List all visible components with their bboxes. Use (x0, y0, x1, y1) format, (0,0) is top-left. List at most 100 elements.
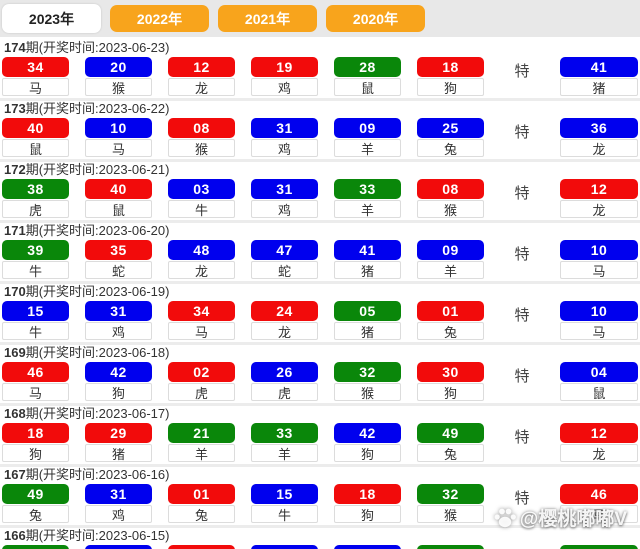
lottery-ball: 08 (168, 118, 235, 138)
number-cell: 08 猴 (417, 179, 484, 218)
zodiac-label: 龙 (251, 322, 318, 340)
zodiac-label: 龙 (560, 200, 638, 218)
number-cell: 40 鼠 (2, 118, 69, 157)
lottery-ball: 18 (334, 484, 401, 504)
number-cell: 01 兔 (168, 484, 235, 523)
zodiac-label: 马 (560, 261, 638, 279)
special-number-cell: 46 马 (560, 484, 638, 523)
period-block: 166期(开奖时间:2023-06-15)27牛41猪07鸡04鼠25兔17猪特… (0, 528, 640, 549)
zodiac-label: 鸡 (251, 200, 318, 218)
special-number-cell: 10 马 (560, 301, 638, 340)
number-cell: 32 猴 (334, 362, 401, 401)
lottery-ball: 32 (334, 362, 401, 382)
results-row: 27牛 41猪 07鸡 04鼠 25兔 17猪特06狗 (0, 545, 640, 549)
zodiac-label: 龙 (168, 78, 235, 96)
zodiac-label: 牛 (168, 200, 235, 218)
lottery-ball: 40 (85, 179, 152, 199)
results-row: 34 马 20 猴 12 龙 19 鸡 28 鼠 18 狗 特 41 猪 (0, 57, 640, 96)
special-marker: 特 (514, 368, 530, 385)
special-ball: 46 (560, 484, 638, 504)
lottery-ball: 27 (2, 545, 69, 549)
lottery-ball: 49 (417, 423, 484, 443)
special-ball: 04 (560, 362, 638, 382)
number-cell: 46 马 (2, 362, 69, 401)
special-ball: 12 (560, 423, 638, 443)
lottery-ball: 34 (168, 301, 235, 321)
zodiac-label: 鸡 (85, 505, 152, 523)
special-marker: 特 (514, 185, 530, 202)
number-cell: 09 羊 (334, 118, 401, 157)
lottery-ball: 33 (334, 179, 401, 199)
period-label: 172期(开奖时间:2023-06-21) (0, 162, 640, 179)
results-row: 18 狗 29 猪 21 羊 33 羊 42 狗 49 兔特 12 龙 (0, 423, 640, 462)
draw-time-text: 期(开奖时间:2023-06-21) (25, 162, 170, 177)
number-cell: 41猪 (85, 545, 152, 549)
lottery-ball: 31 (85, 301, 152, 321)
tab-year-2020[interactable]: 2020年 (326, 5, 425, 32)
lottery-ball: 31 (85, 484, 152, 504)
periods-list: 174期(开奖时间:2023-06-23) 34 马 20 猴 12 龙 19 鸡 28 鼠 18 狗特… (0, 37, 640, 549)
zodiac-label: 狗 (334, 444, 401, 462)
zodiac-label: 羊 (334, 200, 401, 218)
number-cell: 32 猴 (417, 484, 484, 523)
lottery-ball: 41 (85, 545, 152, 549)
number-cell: 38 虎 (2, 179, 69, 218)
zodiac-label: 马 (168, 322, 235, 340)
zodiac-label: 兔 (417, 139, 484, 157)
number-cell: 31 鸡 (85, 484, 152, 523)
number-cell: 26 虎 (251, 362, 318, 401)
lottery-ball: 15 (2, 301, 69, 321)
zodiac-label: 兔 (417, 444, 484, 462)
number-cell: 49 兔 (2, 484, 69, 523)
draw-time-text: 期(开奖时间:2023-06-18) (25, 345, 170, 360)
special-ball: 41 (560, 57, 638, 77)
special-marker: 特 (484, 545, 560, 549)
tab-year-2021[interactable]: 2021年 (218, 5, 317, 32)
period-number: 169 (4, 345, 26, 360)
lottery-ball: 49 (2, 484, 69, 504)
special-ball: 10 (560, 240, 638, 260)
results-row: 49 兔 31 鸡 01 兔 15 牛 18 狗 32 猴特 46 马 (0, 484, 640, 523)
number-cell: 33 羊 (334, 179, 401, 218)
zodiac-label: 牛 (2, 261, 69, 279)
zodiac-label: 猴 (334, 383, 401, 401)
lottery-ball: 18 (2, 423, 69, 443)
number-cell: 15 牛 (2, 301, 69, 340)
tab-year-2022[interactable]: 2022年 (110, 5, 209, 32)
number-cell: 40 鼠 (85, 179, 152, 218)
period-label: 173期(开奖时间:2023-06-22) (0, 101, 640, 118)
special-number-cell: 10 马 (560, 240, 638, 279)
period-block: 171期(开奖时间:2023-06-20) 39 牛 35 蛇 48 龙 47 蛇 41 猪 09 羊特… (0, 223, 640, 284)
lottery-ball: 35 (85, 240, 152, 260)
special-number-cell: 12 龙 (560, 423, 638, 462)
lottery-ball: 31 (251, 179, 318, 199)
zodiac-label: 羊 (417, 261, 484, 279)
special-marker: 特 (514, 490, 530, 507)
results-row: 15 牛 31 鸡 34 马 24 龙 05 猪 01 兔特 10 马 (0, 301, 640, 340)
number-cell: 35 蛇 (85, 240, 152, 279)
zodiac-label: 羊 (168, 444, 235, 462)
number-cell: 48 龙 (168, 240, 235, 279)
zodiac-label: 狗 (417, 383, 484, 401)
zodiac-label: 猴 (417, 505, 484, 523)
lottery-ball: 17 (417, 545, 484, 549)
number-cell: 04鼠 (251, 545, 318, 549)
zodiac-label: 马 (560, 505, 638, 523)
number-cell: 10 马 (85, 118, 152, 157)
number-cell: 29 猪 (85, 423, 152, 462)
draw-time-text: 期(开奖时间:2023-06-19) (25, 284, 170, 299)
period-number: 168 (4, 406, 26, 421)
special-marker: 特 (514, 246, 530, 263)
special-marker: 特 (514, 429, 530, 446)
tab-year-2023[interactable]: 2023年 (2, 4, 101, 33)
zodiac-label: 龙 (168, 261, 235, 279)
period-label: 170期(开奖时间:2023-06-19) (0, 284, 640, 301)
zodiac-label: 马 (2, 383, 69, 401)
results-row: 38 虎 40 鼠 03 牛 31 鸡 33 羊 08 猴 特 12 龙 (0, 179, 640, 218)
zodiac-label: 羊 (334, 139, 401, 157)
zodiac-label: 蛇 (251, 261, 318, 279)
number-cell: 42 狗 (334, 423, 401, 462)
zodiac-label: 鸡 (85, 322, 152, 340)
number-cell: 31 鸡 (251, 179, 318, 218)
draw-time-text: 期(开奖时间:2023-06-23) (25, 40, 170, 55)
